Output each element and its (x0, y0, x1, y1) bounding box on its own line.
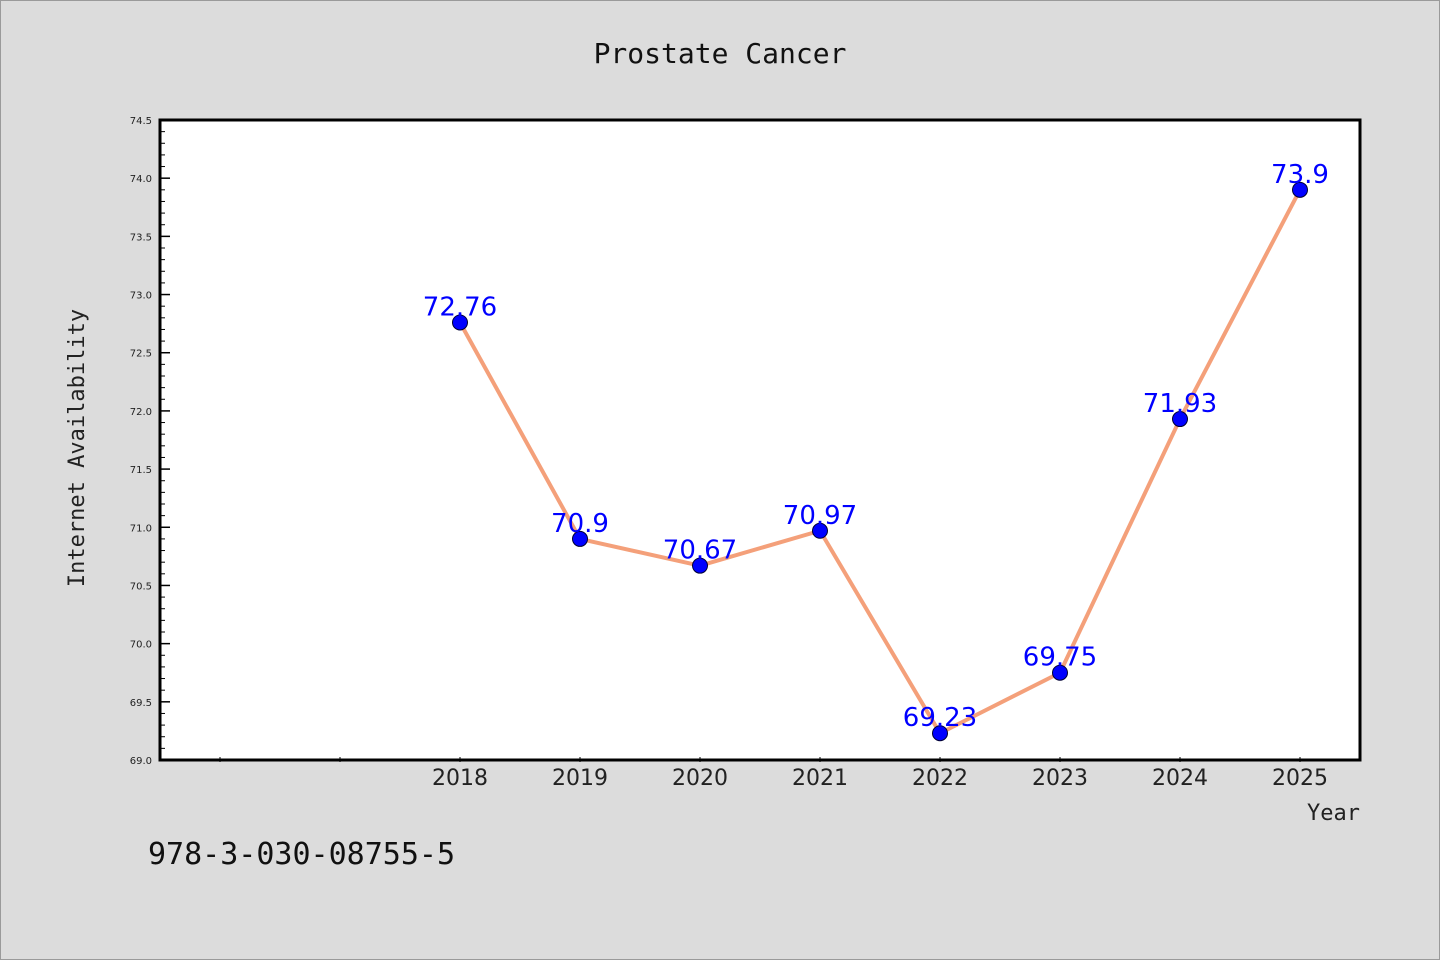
x-tick-label: 2025 (1272, 766, 1328, 791)
data-point (812, 522, 828, 539)
footer-text: 978-3-030-08755-5 (148, 837, 455, 872)
data-point (932, 725, 948, 742)
x-tick-label: 2022 (912, 766, 968, 791)
y-tick-label: 70.0 (130, 640, 152, 651)
y-tick-label: 74.5 (130, 116, 152, 127)
data-series: 72.76 70.9 70.67 70.97 69.23 69.75 71.93 73.9 (423, 160, 1329, 742)
y-tick-label: 73.5 (130, 232, 152, 243)
y-axis-label: Internet Availability (65, 309, 90, 587)
data-label: 70.9 (551, 509, 609, 539)
data-label: 71.93 (1143, 389, 1217, 419)
y-tick-label: 72.5 (130, 349, 152, 360)
chart-title: Prostate Cancer (594, 37, 847, 70)
data-point (572, 530, 588, 547)
plot-area (160, 120, 1360, 760)
data-point (692, 557, 708, 574)
x-tick-label: 2024 (1152, 766, 1208, 791)
data-point (1292, 181, 1308, 198)
y-tick-label: 70.5 (130, 581, 152, 592)
y-tick-label: 71.0 (130, 523, 152, 534)
data-label: 69.23 (903, 703, 977, 733)
y-tick-label: 74.0 (130, 174, 152, 185)
x-tick-label: 2021 (792, 766, 848, 791)
x-tick-label: 2019 (552, 766, 608, 791)
y-tick-label: 69.0 (130, 756, 152, 767)
y-tick-label: 71.5 (130, 465, 152, 476)
data-label: 73.9 (1271, 160, 1329, 190)
x-tick-label: 2018 (432, 766, 488, 791)
plot-border (158, 118, 1362, 762)
data-label: 70.97 (783, 501, 857, 531)
data-label: 69.75 (1023, 643, 1097, 673)
x-axis-label: Year (1307, 801, 1360, 826)
x-axis: 2018 2019 2020 2021 2022 2023 2024 2025 (219, 757, 1328, 791)
y-tick-label: 73.0 (130, 291, 152, 302)
data-label: 72.76 (423, 292, 497, 322)
data-label: 70.67 (663, 536, 737, 566)
series-line (458, 188, 1302, 736)
y-tick-label: 69.5 (130, 698, 152, 709)
x-tick-label: 2023 (1032, 766, 1088, 791)
y-tick-label: 72.0 (130, 407, 152, 418)
data-point (452, 314, 468, 331)
data-point (1172, 411, 1188, 428)
x-tick-label: 2020 (672, 766, 728, 791)
data-point (1052, 664, 1068, 681)
